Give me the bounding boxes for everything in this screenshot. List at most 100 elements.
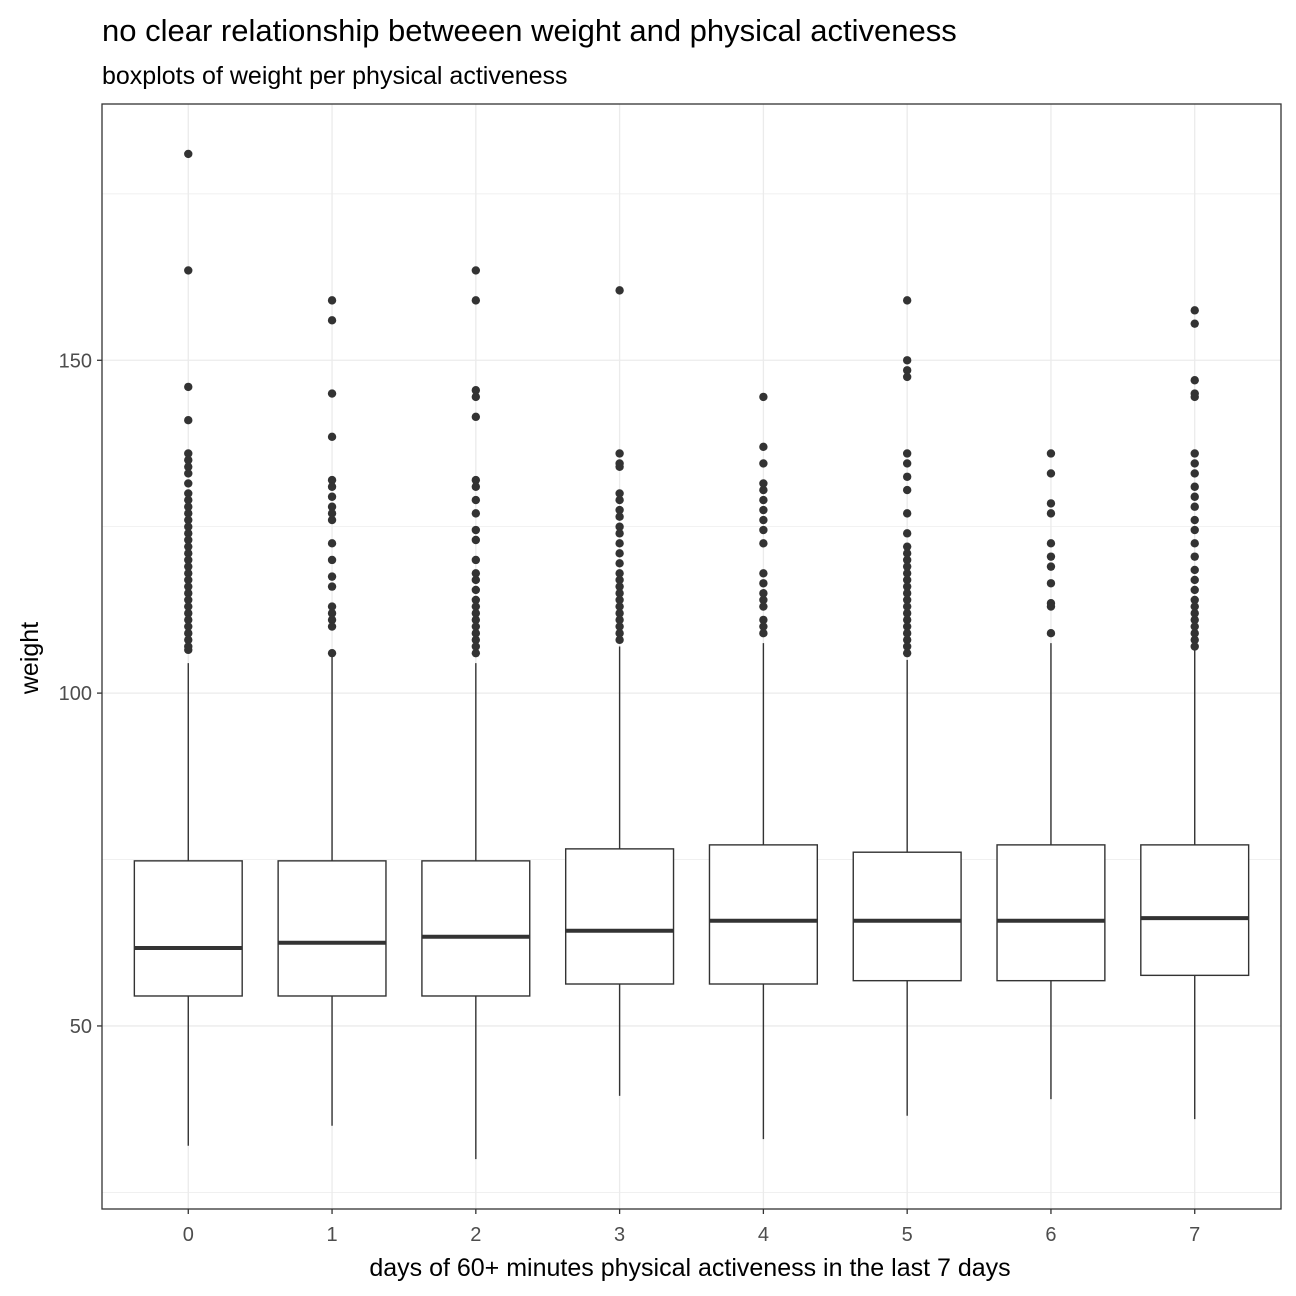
box — [133, 860, 243, 997]
outlier-point — [615, 529, 624, 538]
y-tick-label: 150 — [59, 350, 92, 372]
box — [421, 860, 531, 997]
outlier-point — [327, 502, 337, 511]
panel-border — [101, 103, 1282, 1210]
outlier-point — [615, 615, 624, 625]
outlier-point — [759, 479, 768, 488]
outlier-point — [1046, 539, 1056, 548]
outlier-point — [615, 575, 624, 585]
outlier-point — [471, 609, 481, 618]
outlier-point — [902, 602, 912, 611]
outlier-point — [759, 602, 768, 611]
outlier-point — [1046, 579, 1056, 588]
outlier-point — [902, 575, 912, 585]
outlier-point — [902, 485, 912, 495]
x-tick-label: 4 — [758, 1224, 769, 1246]
outlier-point — [327, 609, 337, 618]
outlier-point — [184, 455, 193, 465]
outlier-point — [471, 569, 481, 578]
box — [708, 844, 819, 985]
outlier-point — [184, 635, 193, 645]
outlier-point — [1190, 525, 1199, 535]
outlier-point — [471, 635, 481, 645]
outlier-point — [759, 515, 768, 525]
outlier-point — [184, 266, 193, 275]
chart-subtitle: boxplots of weight per physical activene… — [102, 62, 568, 90]
outlier-point — [1190, 642, 1199, 651]
outlier-point — [902, 562, 912, 571]
outlier-point — [1190, 552, 1199, 561]
outlier-point — [759, 459, 768, 468]
outlier-point — [902, 459, 912, 468]
outlier-point — [327, 482, 337, 491]
outlier-point — [184, 382, 193, 392]
outlier-point — [1190, 459, 1199, 468]
outlier-point — [902, 569, 912, 578]
outlier-point — [327, 572, 337, 581]
x-axis-title: days of 60+ minutes physical activeness … — [369, 1254, 1010, 1282]
outlier-point — [327, 296, 337, 305]
outlier-point — [1190, 635, 1199, 645]
x-tick-label: 1 — [326, 1224, 337, 1246]
outlier-point — [471, 595, 481, 605]
outlier-point — [327, 615, 337, 625]
outlier-point — [759, 589, 768, 598]
outlier-point — [1190, 469, 1199, 478]
box-group-1 — [277, 296, 387, 1126]
outlier-point — [615, 505, 624, 515]
outlier-point — [1190, 482, 1199, 491]
outlier-point — [615, 549, 624, 558]
outlier-point — [471, 386, 481, 395]
outlier-point — [471, 495, 481, 505]
outlier-point — [615, 569, 624, 578]
outlier-point — [615, 462, 624, 471]
outlier-point — [902, 629, 912, 638]
outlier-point — [471, 525, 481, 535]
outlier-point — [615, 449, 624, 458]
outlier-point — [184, 622, 193, 631]
outlier-point — [471, 575, 481, 585]
outlier-point — [1190, 502, 1199, 511]
outlier-point — [1046, 629, 1056, 638]
outlier-point — [615, 495, 624, 505]
outlier-point — [759, 595, 768, 605]
outlier-point — [184, 522, 193, 531]
outlier-point — [1046, 449, 1056, 458]
outlier-point — [184, 449, 193, 458]
outlier-point — [615, 286, 624, 295]
outlier-point — [1190, 629, 1199, 638]
outlier-point — [184, 542, 193, 551]
outlier-point — [471, 622, 481, 631]
outlier-point — [759, 525, 768, 535]
box — [1140, 844, 1250, 977]
outlier-point — [615, 622, 624, 631]
outlier-point — [471, 602, 481, 611]
x-tick-label: 2 — [470, 1224, 481, 1246]
box-group-6 — [996, 449, 1106, 1100]
outlier-point — [1046, 562, 1056, 571]
x-tick-label: 7 — [1189, 1224, 1200, 1246]
outlier-point — [327, 316, 337, 325]
outlier-point — [1190, 615, 1199, 625]
outlier-point — [471, 642, 481, 651]
outlier-point — [184, 615, 193, 625]
outlier-point — [184, 509, 193, 518]
outlier-point — [902, 366, 912, 375]
outlier-point — [1190, 376, 1199, 385]
outlier-point — [759, 505, 768, 515]
outlier-point — [327, 492, 337, 501]
outlier-point — [1046, 552, 1056, 561]
outlier-point — [184, 569, 193, 578]
box-group-7 — [1140, 306, 1250, 1120]
outlier-point — [184, 582, 193, 591]
x-tick-label: 5 — [902, 1224, 913, 1246]
outlier-point — [327, 432, 337, 442]
outlier-point — [902, 296, 912, 305]
outlier-point — [184, 562, 193, 571]
outlier-point — [471, 509, 481, 518]
outlier-point — [1190, 622, 1199, 631]
box — [564, 848, 675, 985]
outlier-point — [471, 475, 481, 485]
box — [996, 844, 1106, 982]
